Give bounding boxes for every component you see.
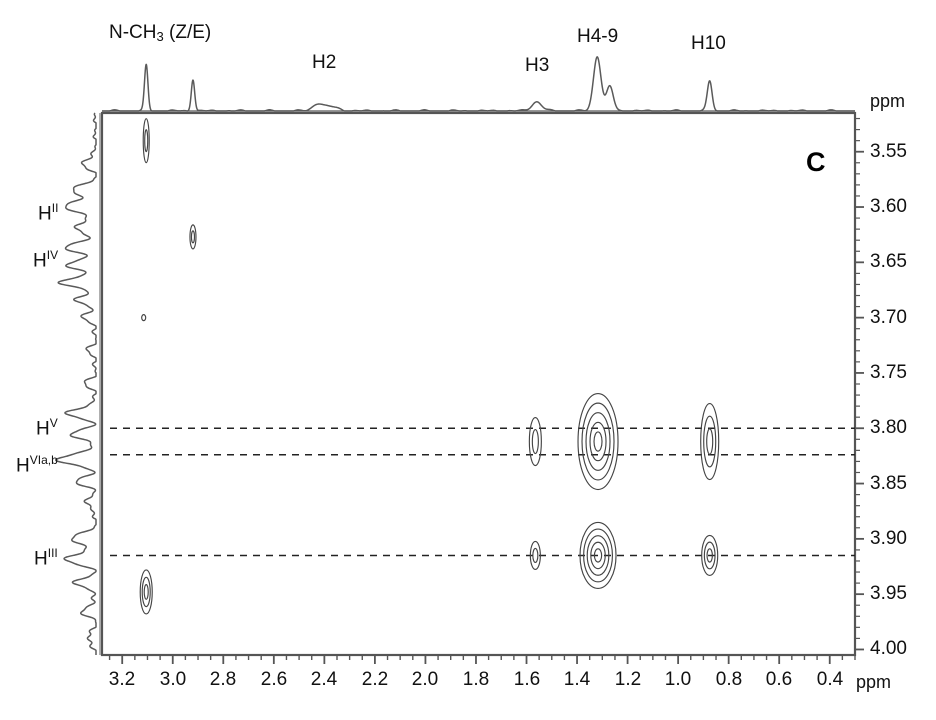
- top-label-h2: H2: [312, 52, 337, 73]
- side-label-h3r: HIII: [34, 546, 58, 570]
- x-tick-label: 1.0: [664, 669, 692, 690]
- y-tick-label: 3.80: [870, 417, 907, 438]
- x-tick-label: 2.2: [361, 669, 389, 690]
- x-tick-label: 1.6: [513, 669, 541, 690]
- x-tick-label: 3.0: [159, 669, 187, 690]
- guide-lines: [110, 427, 855, 557]
- top-label-h10: H10: [691, 33, 726, 54]
- x-tick-label: 1.2: [614, 669, 642, 690]
- side-label-h5r: HV: [36, 416, 58, 440]
- top-label-h3: H3: [525, 55, 550, 76]
- y-tick-label: 4.00: [870, 638, 907, 659]
- x-tick-label: 1.8: [462, 669, 490, 690]
- y-tick-label: 3.55: [870, 141, 907, 162]
- x-tick-label: 2.4: [310, 669, 338, 690]
- top-label-n-ch3: N-CH3 (Z/E): [109, 22, 212, 44]
- x-axis-ticks: [108, 655, 856, 664]
- x-tick-label: 2.0: [411, 669, 439, 690]
- plot-frame: [100, 111, 857, 657]
- y-tick-label: 3.65: [870, 251, 907, 272]
- x-tick-label: 2.6: [260, 669, 288, 690]
- top-projection-trace: [101, 56, 856, 112]
- y-tick-label: 3.95: [870, 583, 907, 604]
- x-tick-label: 2.8: [209, 669, 237, 690]
- panel-letter-c: C: [806, 147, 826, 177]
- y-tick-label: 3.90: [870, 528, 907, 549]
- x-tick-label: 0.6: [765, 669, 793, 690]
- x-tick-label: 0.8: [715, 669, 743, 690]
- side-label-h4r: HIV: [33, 248, 59, 272]
- side-label-h6r: HVIa,b: [16, 453, 58, 477]
- top-label-h4-9: H4-9: [577, 26, 619, 47]
- left-projection-trace: [54, 112, 101, 656]
- side-label-h2r: HII: [38, 201, 59, 225]
- x-axis-unit-label: ppm: [856, 672, 892, 692]
- cross-peak-contours: [139, 118, 720, 615]
- y-tick-label: 3.85: [870, 473, 907, 494]
- y-axis-ticks: [855, 117, 864, 651]
- x-tick-label: 0.4: [816, 669, 844, 690]
- x-tick-label: 3.2: [108, 669, 136, 690]
- x-tick-label: 1.4: [563, 669, 591, 690]
- y-tick-label: 3.60: [870, 196, 907, 217]
- y-axis-unit-label: ppm: [870, 91, 906, 111]
- y-tick-label: 3.75: [870, 362, 907, 383]
- y-tick-label: 3.70: [870, 307, 907, 328]
